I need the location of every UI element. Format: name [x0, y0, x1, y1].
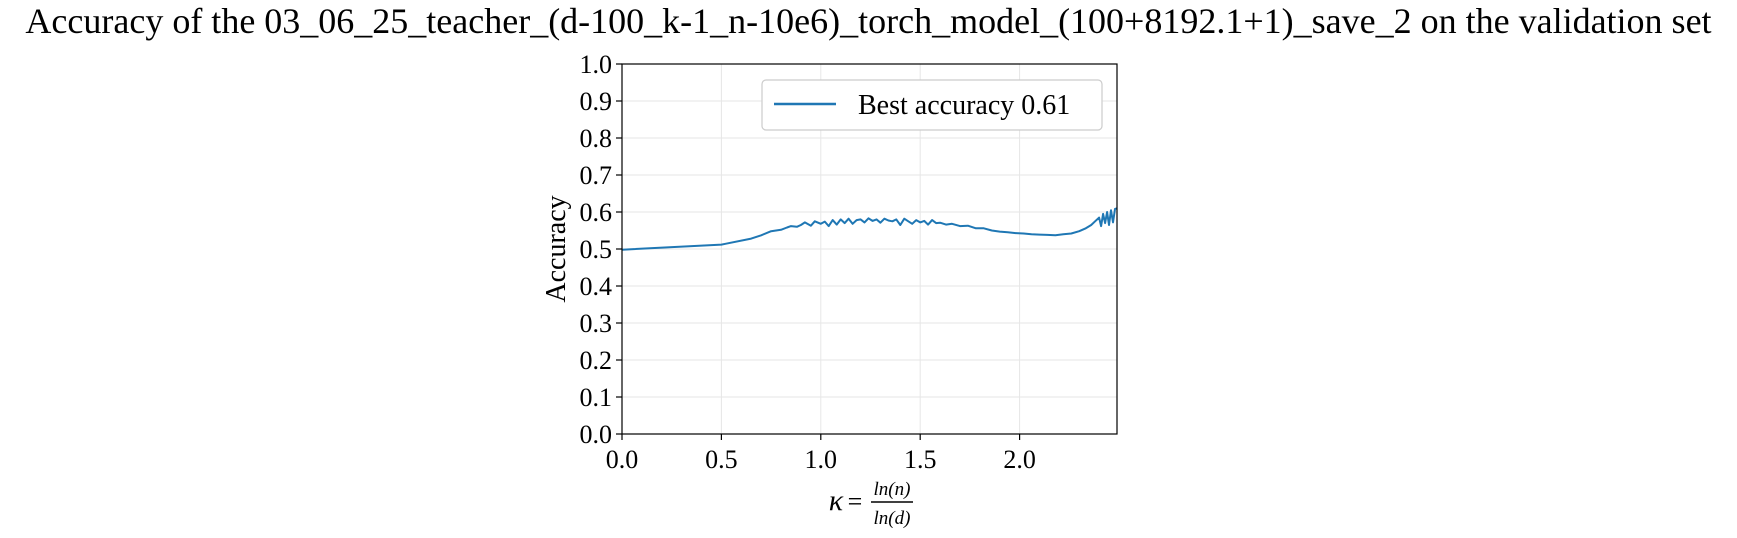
x-axis-label-denominator: ln(d): [874, 508, 911, 529]
y-tick-label: 1.0: [580, 50, 613, 79]
ticks-group: 0.0 0.5 1.0 1.5 2.0 0.0 0.1 0.2 0.3 0.4 0.5 0.6 0.7 0…: [580, 50, 1036, 474]
y-tick-label: 0.0: [580, 420, 613, 449]
y-tick-label: 0.9: [580, 87, 613, 116]
x-tick-label: 1.0: [805, 445, 838, 474]
y-tick-label: 0.2: [580, 346, 613, 375]
x-tick-label: 0.0: [606, 445, 639, 474]
series-group: [621, 207, 1118, 251]
y-tick-label: 0.6: [580, 198, 613, 227]
legend: Best accuracy 0.61: [761, 79, 1103, 131]
y-tick-label: 0.5: [580, 235, 613, 264]
y-tick-label: 0.1: [580, 383, 613, 412]
x-tick-label: 0.5: [705, 445, 738, 474]
series-line: [621, 207, 1118, 251]
legend-label: Best accuracy 0.61: [858, 90, 1070, 121]
x-axis-label-kappa: κ: [829, 484, 844, 517]
y-tick-label: 0.7: [580, 161, 613, 190]
y-tick-label: 0.3: [580, 309, 613, 338]
x-tick-label: 2.0: [1003, 445, 1036, 474]
x-tick-label: 1.5: [904, 445, 937, 474]
y-tick-label: 0.8: [580, 124, 613, 153]
x-axis-label-numerator: ln(n): [874, 479, 911, 500]
x-axis-label: κ = ln(n) ln(d): [829, 479, 913, 529]
legend-box: [761, 79, 1103, 131]
x-axis-label-equals: =: [848, 487, 863, 516]
y-tick-label: 0.4: [580, 272, 613, 301]
chart-title: Accuracy of the 03_06_25_teacher_(d-100_…: [25, 1, 1711, 41]
y-axis-label: Accuracy: [541, 195, 572, 302]
